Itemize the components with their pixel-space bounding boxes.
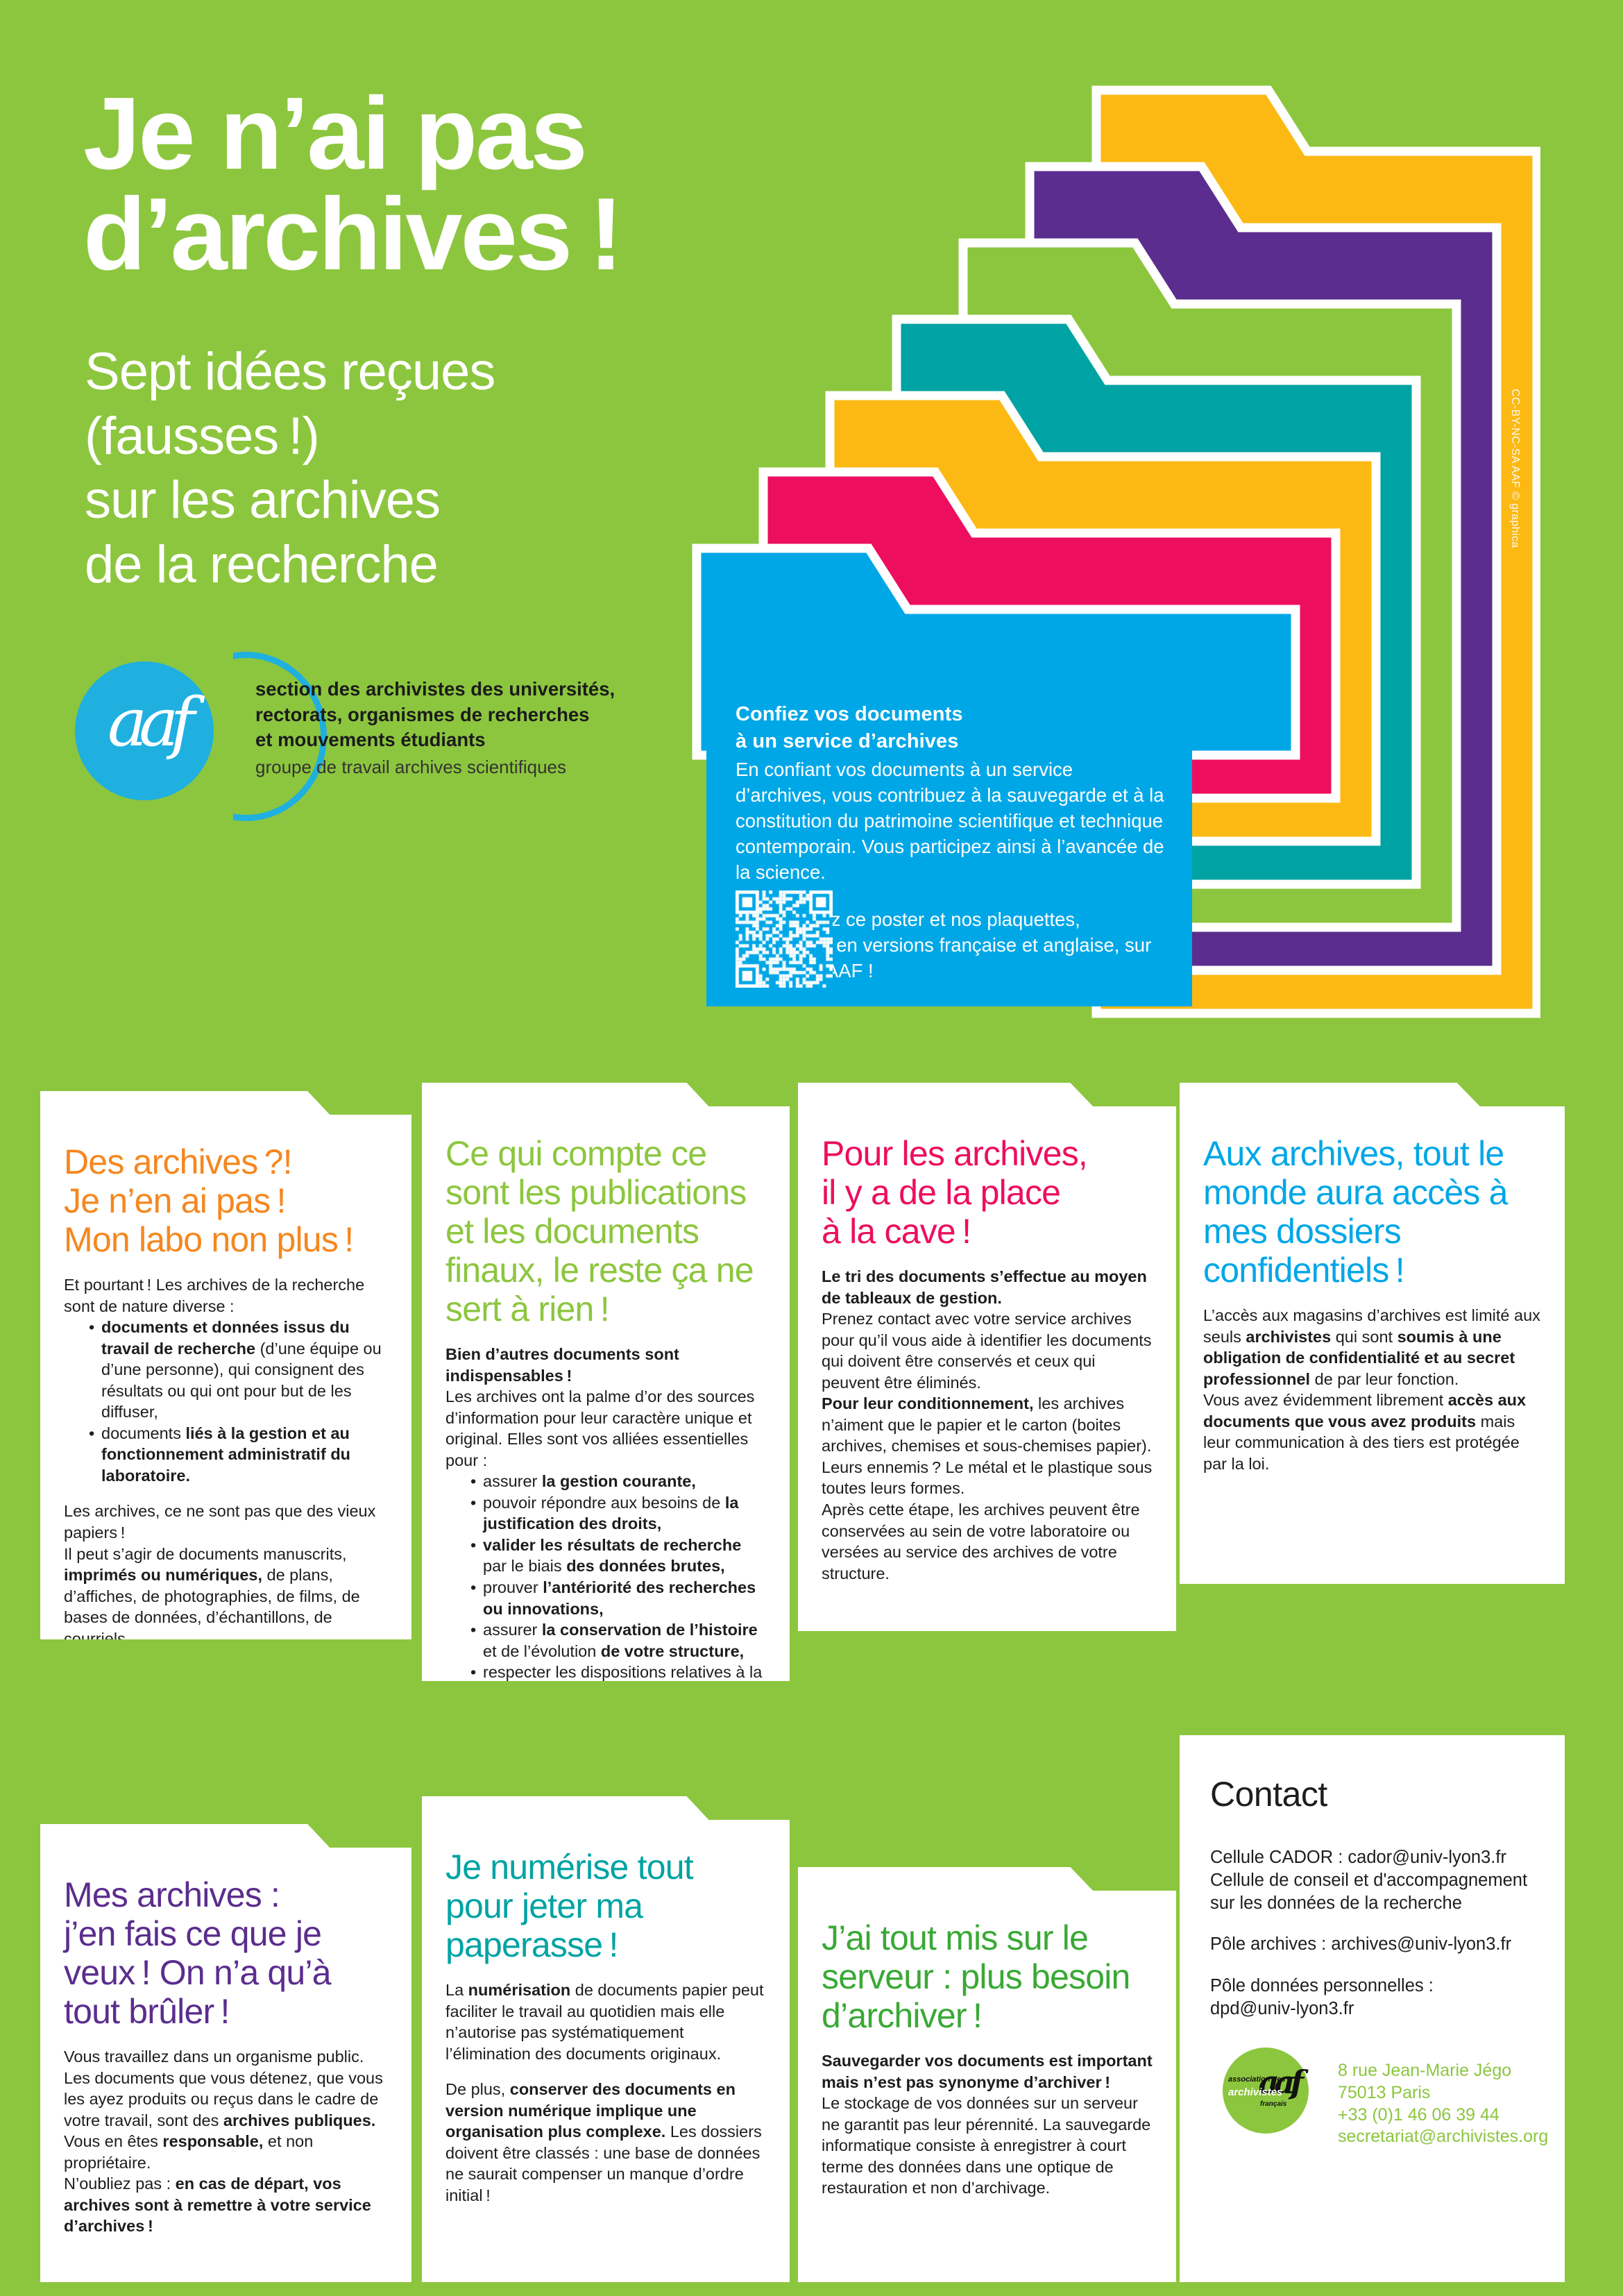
card-7-heading: J’ai tout mis sur le serveur : plus beso… <box>822 1918 1130 2035</box>
list-item: pouvoir répondre aux besoins de la justi… <box>468 1492 766 1535</box>
card-7: J’ai tout mis sur le serveur : plus beso… <box>798 1867 1176 2282</box>
card-4-heading: Aux archives, tout le monde aura accès à… <box>1203 1134 1508 1290</box>
contact-line: Cellule CADOR : cador@univ-lyon3.fr <box>1210 1848 1506 1867</box>
spacer <box>64 1486 388 1501</box>
list-item: valider les résultats de recherche par l… <box>468 1535 766 1577</box>
paragraph: Pour leur conditionnement, les archives … <box>822 1394 1152 1455</box>
contact-box: Contact Cellule CADOR : cador@univ-lyon3… <box>1180 1735 1565 2282</box>
aaf-footer-address: 8 rue Jean-Marie Jégo 75013 Paris +33 (0)1… <box>1338 2060 1623 2148</box>
paragraph: Prenez contact avec votre service archiv… <box>822 1310 1152 1392</box>
paragraph: Vous avez évidemment librement accès aux… <box>1203 1391 1527 1473</box>
paragraph: La numérisation de documents papier peut… <box>445 1981 764 2063</box>
card-2-heading: Ce qui compte ce sont les publications e… <box>445 1134 754 1328</box>
logo-caption-line-1: section des archivistes des universités, <box>255 678 615 700</box>
paragraph: Leurs ennemis ? Le métal et le plastique… <box>822 1458 1153 1498</box>
contact-line: Pôle données personnelles : <box>1210 1975 1434 1995</box>
paragraph: L’accès aux magasins d’archives est limi… <box>1203 1306 1540 1388</box>
subtitle-line-4: de la recherche <box>85 535 439 595</box>
paragraph: Et pourtant ! Les archives de la recherc… <box>64 1276 365 1315</box>
aaf-logo: aaf section des archivistes des universi… <box>68 649 679 821</box>
list-item: assurer la conservation de l’histoire et… <box>468 1619 766 1662</box>
aaf-footer-circle-icon <box>1223 2048 1309 2134</box>
page-title: Je n’ai pas d’archives ! <box>83 76 812 292</box>
contact-line: dpd@univ-lyon3.fr <box>1210 1998 1354 2018</box>
logo-caption-line-3: et mouvements étudiants <box>255 729 486 751</box>
card-1-body: Et pourtant ! Les archives de la recherc… <box>64 1274 388 1648</box>
spacer <box>1210 1915 1537 1933</box>
paragraph: Sauvegarder vos documents est important … <box>822 2052 1153 2091</box>
title-line-1: Je n’ai pas <box>83 76 588 191</box>
hero-section: Je n’ai pas d’archives ! Sept idées reçu… <box>0 0 1623 1069</box>
address-line: 8 rue Jean-Marie Jégo <box>1338 2061 1512 2080</box>
aaf-footer-monogram-icon: aaf association des archivistes français <box>1228 2063 1304 2108</box>
paragraph: N’oubliez pas : en cas de départ, vos ar… <box>64 2175 371 2236</box>
aaf-monogram-icon: aaf <box>108 684 195 761</box>
promo-heading-line-1: Confiez vos documents <box>736 703 963 725</box>
contact-line: Cellule de conseil et d'accompagnement <box>1210 1871 1528 1891</box>
title-line-2: d’archives ! <box>83 177 623 292</box>
card-1: Des archives ?! Je n’en ai pas ! Mon labo … <box>40 1091 411 1639</box>
card-3-body: Le tri des documents s’effectue au moyen… <box>822 1266 1153 1584</box>
card-6: Je numérise tout pour jeter ma paperasse… <box>422 1796 790 2282</box>
logo-caption: section des archivistes des universités,… <box>255 677 672 778</box>
card-2: Ce qui compte ce sont les publications e… <box>422 1083 790 1681</box>
contact-line: Pôle archives : archives@univ-lyon3.fr <box>1210 1934 1512 1955</box>
card-3-heading: Pour les archives, il y a de la place à la… <box>822 1134 1088 1251</box>
contact-details: Cellule CADOR : cador@univ-lyon3.fr Cellu… <box>1210 1846 1537 2020</box>
card-3: Pour les archives, il y a de la place à la… <box>798 1083 1176 1631</box>
page-subtitle: Sept idées reçues (fausses !) sur les ar… <box>85 340 709 598</box>
paragraph: Après cette étape, les archives peuvent … <box>822 1501 1140 1582</box>
subtitle-line-2: (fausses !) <box>85 406 320 466</box>
qr-code-icon[interactable] <box>736 890 833 988</box>
paragraph: Bien d’autres documents sont indispensab… <box>445 1345 679 1385</box>
logo-caption-line-4: groupe de travail archives scientifiques <box>255 756 567 777</box>
card-7-body: Sauvegarder vos documents est important … <box>822 2050 1153 2199</box>
paragraph: Vous travaillez dans un organisme public… <box>64 2048 383 2172</box>
card-4-body: L’accès aux magasins d’archives est limi… <box>1203 1305 1541 1474</box>
card-5-heading: Mes archives : j’en fais ce que je veux !… <box>64 1875 332 2031</box>
paragraph: Le stockage de vos données sur un serveu… <box>822 2094 1151 2197</box>
paragraph: De plus, conserver des documents en vers… <box>445 2080 762 2204</box>
paragraph: Le tri des documents s’effectue au moyen… <box>822 1267 1147 1307</box>
address-line: 75013 Paris <box>1338 2082 1431 2102</box>
paragraph: Il peut s’agir de documents manuscrits, … <box>64 1544 360 1648</box>
subtitle-line-1: Sept idées reçues <box>85 342 495 401</box>
contact-line: sur les données de la recherche <box>1210 1893 1462 1914</box>
card-4: Aux archives, tout le monde aura accès à… <box>1180 1083 1565 1584</box>
card-5-body: Vous travaillez dans un organisme public… <box>64 2046 388 2237</box>
promo-paragraph-1: En confiant vos documents à un service d… <box>736 759 1164 883</box>
list-item: documents liés à la gestion et au foncti… <box>86 1423 388 1487</box>
logo-circle-icon <box>75 661 214 800</box>
spacer <box>1210 1957 1537 1975</box>
list-item: documents et données issus du travail de… <box>86 1317 388 1423</box>
promo-heading-line-2: à un service d’archives <box>736 729 959 752</box>
subtitle-line-3: sur les archives <box>85 471 441 530</box>
contact-heading: Contact <box>1210 1775 1327 1814</box>
paragraph: Les archives, ce ne sont pas que des vie… <box>64 1502 376 1542</box>
card-5: Mes archives : j’en fais ce que je veux !… <box>40 1824 411 2282</box>
bullet-list: assurer la gestion courante,pouvoir répo… <box>445 1471 766 1681</box>
card-1-heading: Des archives ?! Je n’en ai pas ! Mon labo … <box>64 1142 354 1259</box>
aaf-footer-logo: aaf association des archivistes français… <box>1223 2048 1556 2146</box>
address-line: +33 (0)1 46 06 39 44 <box>1338 2104 1499 2125</box>
copyright-credit: CC-BY-NC-SA AAF © graphica <box>1509 389 1521 548</box>
list-item: assurer la gestion courante, <box>468 1471 766 1492</box>
bullet-list: documents et données issus du travail de… <box>64 1317 388 1486</box>
paragraph: Les archives ont la palme d’or des sourc… <box>445 1387 755 1469</box>
address-line: secretariat@archivistes.org <box>1338 2127 1549 2147</box>
list-item: prouver l’antériorité des recherches ou … <box>468 1577 766 1619</box>
logo-caption-line-2: rectorats, organismes de recherches <box>255 703 590 725</box>
card-6-heading: Je numérise tout pour jeter ma paperasse… <box>445 1848 694 1964</box>
card-2-body: Bien d’autres documents sont indispensab… <box>445 1344 766 1681</box>
spacer <box>445 2064 766 2079</box>
list-item: respecter les dispositions relatives à l… <box>468 1662 766 1681</box>
card-6-body: La numérisation de documents papier peut… <box>445 1980 766 2206</box>
promo-box: Confiez vos documents à un service d’arc… <box>706 670 1192 1006</box>
